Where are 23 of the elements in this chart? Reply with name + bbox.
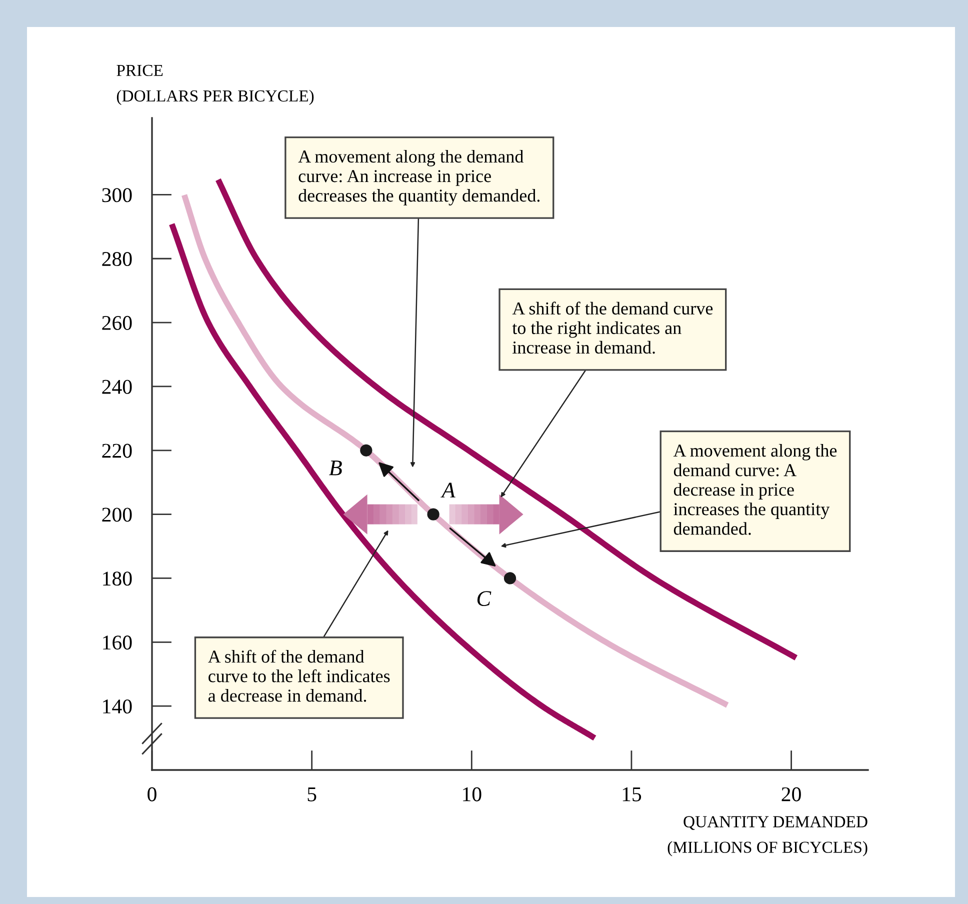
y-tick-label: 240: [102, 380, 132, 394]
y-tick-label: 300: [102, 188, 132, 202]
y-tick-label: 200: [102, 508, 132, 522]
y-tick-label: 140: [103, 699, 132, 714]
x-axis-title: QUANTITY DEMANDED (MILLIONS OF BICYCLES): [668, 816, 868, 856]
annotation: A: [440, 482, 456, 498]
annotation: A shift of the demand curve to the left indicates a decrease in demand.: [208, 650, 390, 702]
y-tick-label: 220: [102, 444, 132, 458]
y-axis-title: PRICE (DOLLARS PER BICYCLE): [116, 64, 314, 105]
x-tick-label: 20: [782, 787, 801, 802]
y-tick-label: 280: [102, 252, 132, 266]
annotation: C: [477, 591, 492, 606]
x-tick-label: 15: [622, 787, 642, 802]
annotation: A movement along the demand curve: An increase in price decreases the quantity demanded.: [298, 150, 540, 206]
y-tick-label: 160: [103, 636, 132, 650]
y-tick-label: 260: [102, 316, 132, 330]
y-tick-label: 180: [103, 572, 132, 586]
x-tick-label: 10: [463, 787, 482, 802]
annotation: A movement along the demand curve: A decrease in price increases the quantity demanded.: [673, 444, 837, 535]
annotation: B: [329, 460, 342, 476]
x-tick-label: 0: [148, 787, 156, 802]
annotation: A shift of the demand curve to the right indicates an increase in demand.: [512, 302, 713, 354]
x-tick-label: 5: [308, 787, 316, 802]
